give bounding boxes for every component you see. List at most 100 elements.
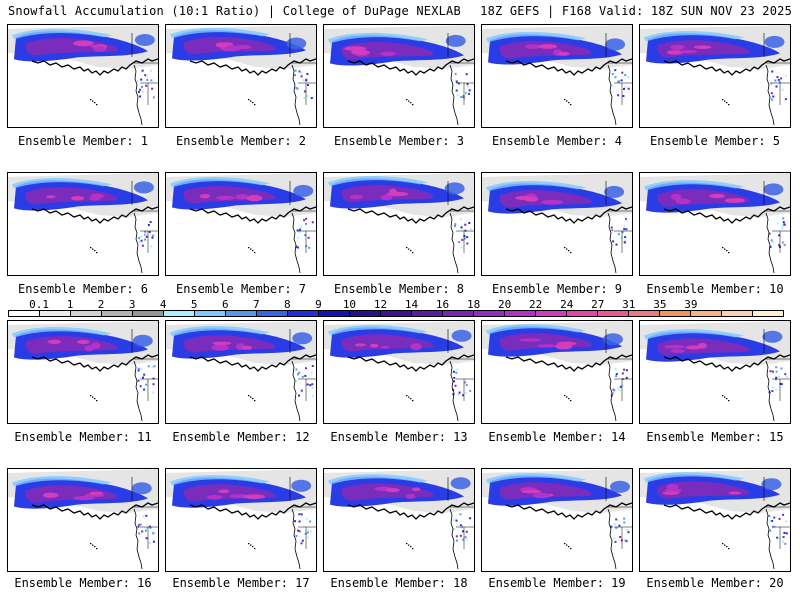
colorbar-tick-label: 2	[97, 298, 105, 311]
colorbar-tick-label: 14	[404, 298, 419, 311]
ensemble-map-panel	[323, 172, 475, 276]
colorbar-swatch	[660, 311, 691, 316]
valid-time: 18Z GEFS | F168 Valid: 18Z SUN NOV 23 20…	[480, 4, 792, 18]
colorbar-tick-label: 18	[466, 298, 481, 311]
snowfall-map	[324, 469, 474, 570]
snowfall-map	[640, 321, 790, 422]
ensemble-map-panel	[165, 468, 317, 572]
colorbar-swatch	[133, 311, 164, 316]
member-label: Ensemble Member: 19	[488, 576, 626, 590]
ensemble-map-panel	[481, 172, 633, 276]
member-label: Ensemble Member: 10	[646, 282, 784, 296]
colorbar-swatch	[474, 311, 505, 316]
ensemble-map-panel	[481, 24, 633, 128]
colorbar-swatch	[381, 311, 412, 316]
snowfall-map	[482, 469, 632, 570]
colorbar-tick-label: 1	[66, 298, 74, 311]
ensemble-map-panel	[165, 320, 317, 424]
colorbar-swatch	[226, 311, 257, 316]
snowfall-map	[166, 321, 316, 422]
colorbar-tick-label: 39	[684, 298, 698, 311]
colorbar-swatch	[319, 311, 350, 316]
member-label: Ensemble Member: 3	[333, 134, 465, 148]
snowfall-map	[8, 469, 158, 570]
ensemble-map-panel	[165, 172, 317, 276]
snowfall-map	[482, 321, 632, 422]
colorbar-legend: 0.1 1 2 3 4 5 6 7 8 9 10 12 14 16 18 20 22 24 27 31 35 39	[8, 298, 784, 318]
ensemble-map-panel	[7, 172, 159, 276]
colorbar-tick-label: 24	[560, 298, 574, 311]
colorbar-swatch	[288, 311, 319, 316]
colorbar-swatch	[71, 311, 102, 316]
colorbar-tick-label: 4	[159, 298, 167, 311]
colorbar-swatch	[257, 311, 288, 316]
member-label: Ensemble Member: 9	[491, 282, 623, 296]
colorbar-labels: 0.1 1 2 3 4 5 6 7 8 9 10 12 14 16 18 20 22 24 27 31 35 39	[8, 298, 784, 311]
colorbar-swatch	[443, 311, 474, 316]
colorbar-tick-label: 7	[253, 298, 260, 311]
ensemble-map-panel	[165, 24, 317, 128]
ensemble-map-panel	[323, 24, 475, 128]
snowfall-map	[640, 173, 790, 274]
snowfall-map	[640, 469, 790, 570]
colorbar-swatch	[412, 311, 443, 316]
member-label: Ensemble Member: 8	[333, 282, 465, 296]
snowfall-map	[166, 173, 316, 274]
member-label: Ensemble Member: 13	[330, 430, 468, 444]
member-label: Ensemble Member: 4	[491, 134, 623, 148]
ensemble-map-panel	[639, 24, 791, 128]
colorbar-swatch	[195, 311, 226, 316]
snowfall-map	[8, 173, 158, 274]
member-label: Ensemble Member: 15	[646, 430, 784, 444]
snowfall-map	[166, 469, 316, 570]
colorbar-swatch	[629, 311, 660, 316]
snowfall-map	[324, 25, 474, 126]
member-label: Ensemble Member: 2	[175, 134, 307, 148]
member-label: Ensemble Member: 16	[14, 576, 152, 590]
colorbar-swatch	[691, 311, 722, 316]
colorbar-tick-label: 22	[529, 298, 543, 311]
colorbar-tick-label: 6	[221, 298, 229, 311]
colorbar-swatch	[536, 311, 567, 316]
ensemble-map-panel	[323, 320, 475, 424]
colorbar-tick-label: 16	[435, 298, 450, 311]
colorbar-swatch	[722, 311, 753, 316]
ensemble-map-panel	[7, 468, 159, 572]
member-label: Ensemble Member: 20	[646, 576, 784, 590]
snowfall-map	[324, 173, 474, 274]
colorbar-tick-label: 5	[190, 298, 198, 311]
colorbar-tick-label: 31	[622, 298, 636, 311]
map-title: Snowfall Accumulation (10:1 Ratio) | Col…	[8, 4, 461, 18]
ensemble-map-panel	[639, 172, 791, 276]
member-label: Ensemble Member: 1	[17, 134, 149, 148]
colorbar-tick-label: 0.1	[29, 298, 49, 311]
member-label: Ensemble Member: 7	[175, 282, 307, 296]
snowfall-map	[8, 321, 158, 422]
snowfall-map	[166, 25, 316, 126]
colorbar-tick-label: 10	[342, 298, 357, 311]
member-label: Ensemble Member: 5	[649, 134, 781, 148]
colorbar-tick-label: 8	[284, 298, 291, 311]
colorbar-swatch	[567, 311, 598, 316]
ensemble-map-panel	[7, 320, 159, 424]
member-label: Ensemble Member: 18	[330, 576, 468, 590]
colorbar-swatch	[350, 311, 381, 316]
ensemble-map-panel	[639, 320, 791, 424]
colorbar-tick-label: 35	[653, 298, 667, 311]
colorbar-bar	[8, 310, 784, 317]
colorbar-tick-label: 20	[498, 298, 512, 311]
colorbar-tick-label: 9	[315, 298, 322, 311]
colorbar-swatch	[598, 311, 629, 316]
colorbar-tick-label: 27	[591, 298, 605, 311]
ensemble-map-panel	[7, 24, 159, 128]
member-label: Ensemble Member: 14	[488, 430, 626, 444]
colorbar-swatch	[505, 311, 536, 316]
ensemble-map-panel	[639, 468, 791, 572]
colorbar-tick-label: 3	[128, 298, 136, 311]
member-label: Ensemble Member: 12	[172, 430, 310, 444]
snowfall-map	[324, 321, 474, 422]
member-label: Ensemble Member: 6	[17, 282, 149, 296]
colorbar-tick-label: 12	[373, 298, 388, 311]
ensemble-map-panel	[323, 468, 475, 572]
colorbar-swatch	[102, 311, 133, 316]
